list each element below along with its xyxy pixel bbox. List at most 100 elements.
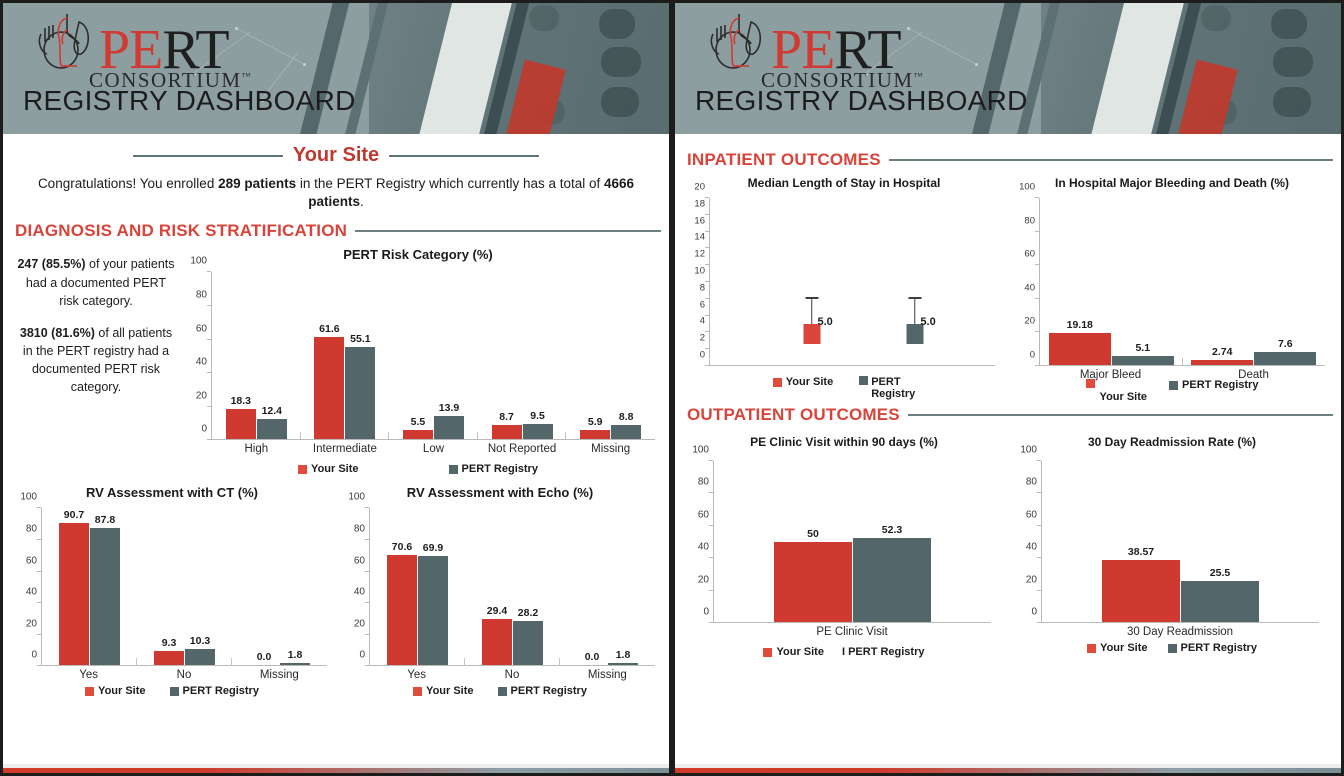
bar: 29.4	[482, 605, 512, 666]
bar: 55.1	[345, 333, 376, 440]
y-axis-tickmark	[365, 570, 369, 572]
y-axis-tick: 0	[703, 606, 709, 618]
bar-value-label: 5.9	[587, 415, 603, 428]
bar-value-label: 38.57	[1127, 545, 1155, 558]
logo-consortium-label: CONSORTIUM	[89, 68, 242, 92]
x-axis-label: Major Bleed	[1079, 369, 1142, 381]
y-axis-tickmark	[705, 197, 709, 198]
legend-your-site-label: Your Site	[426, 685, 474, 698]
bar: 9.5	[522, 410, 553, 440]
chart-legend: Your Site PERT Registry	[1011, 642, 1333, 654]
chart-legend: Your Site PERT Registry	[683, 376, 1005, 400]
y-axis-tick: 12	[694, 248, 705, 260]
legend-pert-registry: PERT Registry	[1167, 642, 1257, 654]
bar-value-label: 7.6	[1277, 338, 1293, 351]
y-axis-tick: 18	[694, 198, 705, 210]
bar-group: 18.3 12.4	[212, 272, 301, 440]
legend-pert-line2: Registry	[871, 388, 916, 400]
logo-pe-text: PE	[99, 19, 163, 82]
legend-pert-registry-label: PERT Registry	[461, 463, 538, 476]
congratulations-text: Congratulations! You enrolled 289 patien…	[11, 175, 661, 211]
y-axis-tick: 40	[353, 586, 365, 598]
bar-value-label: 9.5	[530, 409, 545, 422]
footer-accent-stripe	[675, 768, 1341, 773]
bar-value-label: 5.1	[1135, 342, 1151, 355]
bar-group: 90.7 87.8	[42, 508, 137, 666]
y-axis-tickmark	[1037, 460, 1041, 461]
y-axis-tickmark	[207, 338, 211, 340]
bar-value-label: 29.4	[486, 605, 508, 618]
y-axis-tickmark	[1037, 524, 1041, 526]
bar-value-label: 25.5	[1209, 566, 1231, 579]
y-axis-tick: 100	[1020, 444, 1037, 456]
chart-30day-readmission: 30 Day Readmission Rate (%) 38.57 25.5 0 2…	[1011, 435, 1333, 658]
y-axis-tickmark	[705, 297, 709, 299]
logo-pe-text: PE	[771, 19, 835, 82]
chart-title: PE Clinic Visit within 90 days (%)	[750, 435, 938, 449]
y-axis-tick: 0	[1031, 606, 1037, 618]
legend-swatch-grey	[169, 686, 179, 696]
chart-inhospital-bleeding-death: In Hospital Major Bleeding and Death (%)…	[1011, 176, 1333, 403]
y-axis-tickmark	[705, 365, 709, 366]
legend-swatch-red	[763, 647, 773, 657]
logo-consortium-text: CONSORTIUM™	[89, 68, 252, 93]
bar-value-label: 10.3	[189, 635, 211, 648]
bar-value-label: 0.0	[256, 651, 272, 664]
y-axis-tickmark	[207, 372, 211, 374]
legend-swatch-red	[298, 464, 308, 474]
legend-swatch-red	[413, 686, 423, 696]
bar-group: 19.18 5.1	[1040, 198, 1183, 365]
bar: 90.7	[59, 509, 89, 666]
y-axis-tick: 20	[1024, 315, 1035, 327]
y-axis-tick: 80	[353, 523, 365, 535]
section-outpatient-label: OUTPATIENT OUTCOMES	[687, 405, 900, 424]
stat-1-text: of your patients had a documented PERT r…	[25, 257, 175, 308]
bar: 13.9	[433, 402, 464, 440]
y-axis-tickmark	[709, 524, 713, 526]
footer-accent-stripe	[3, 768, 669, 773]
y-axis-tickmark	[705, 247, 709, 249]
chart-legend: Your Site PERT Registry	[181, 463, 655, 475]
congrats-prefix: Congratulations! You enrolled	[37, 176, 219, 191]
section-inpatient-outcomes: INPATIENT OUTCOMES	[683, 150, 1333, 170]
bar-value-label: 12.4	[261, 404, 283, 417]
y-axis-tickmark	[1037, 589, 1041, 591]
bar-group: 29.4 28.2	[465, 508, 560, 666]
x-axis-label: PE Clinic Visit	[816, 626, 888, 638]
x-axis-label: 30 Day Readmission	[1126, 626, 1234, 638]
bar-value-label: 0.0	[584, 651, 600, 664]
chart-rv-assessment-echo: RV Assessment with Echo (%) 70.6 69.9 29.4…	[339, 485, 661, 697]
y-axis-tick: 6	[699, 299, 705, 311]
legend-your-site-label: Your Site	[98, 685, 146, 698]
error-bar-line	[811, 298, 813, 341]
legend-swatch-red	[772, 377, 782, 387]
bar: 70.6	[387, 541, 417, 666]
y-axis-tick: 60	[697, 509, 709, 521]
logo-rt-text: RT	[834, 19, 901, 82]
bar-group: 5.5 13.9	[389, 272, 478, 440]
stat-2-value: 3810 (81.6%)	[19, 325, 95, 340]
bar-value-label: 2.74	[1212, 346, 1233, 359]
risk-stats-text: 247 (85.5%) of your patients had a docum…	[11, 247, 181, 475]
bar-value-label: 55.1	[350, 333, 371, 346]
y-axis-tick: 20	[697, 574, 709, 586]
bar-group: 70.6 69.9	[370, 508, 465, 666]
x-axis-label: High	[244, 443, 269, 456]
bar: 50	[774, 528, 852, 622]
y-axis-tick: 60	[1025, 509, 1037, 521]
left-header-banner: PERT CONSORTIUM™ REGISTRY DASHBOARD	[3, 3, 669, 134]
bar: 5.9	[580, 416, 611, 440]
bar-group: 50 52.3	[714, 461, 991, 622]
y-axis-tick: 0	[359, 649, 365, 661]
y-axis-tick: 80	[1025, 476, 1037, 488]
y-axis-tickmark	[207, 439, 211, 441]
banner-background	[675, 3, 1341, 134]
chart-title: RV Assessment with Echo (%)	[406, 485, 594, 501]
y-axis-tick: 8	[699, 282, 705, 294]
median-value-label: 5.0	[920, 316, 936, 328]
chart-title: In Hospital Major Bleeding and Death (%)	[1054, 176, 1290, 190]
y-axis-tick: 40	[697, 541, 709, 553]
legend-pert-registry: PERT Registry	[448, 463, 538, 476]
y-axis-tickmark	[709, 589, 713, 591]
y-axis-tickmark	[709, 460, 713, 461]
